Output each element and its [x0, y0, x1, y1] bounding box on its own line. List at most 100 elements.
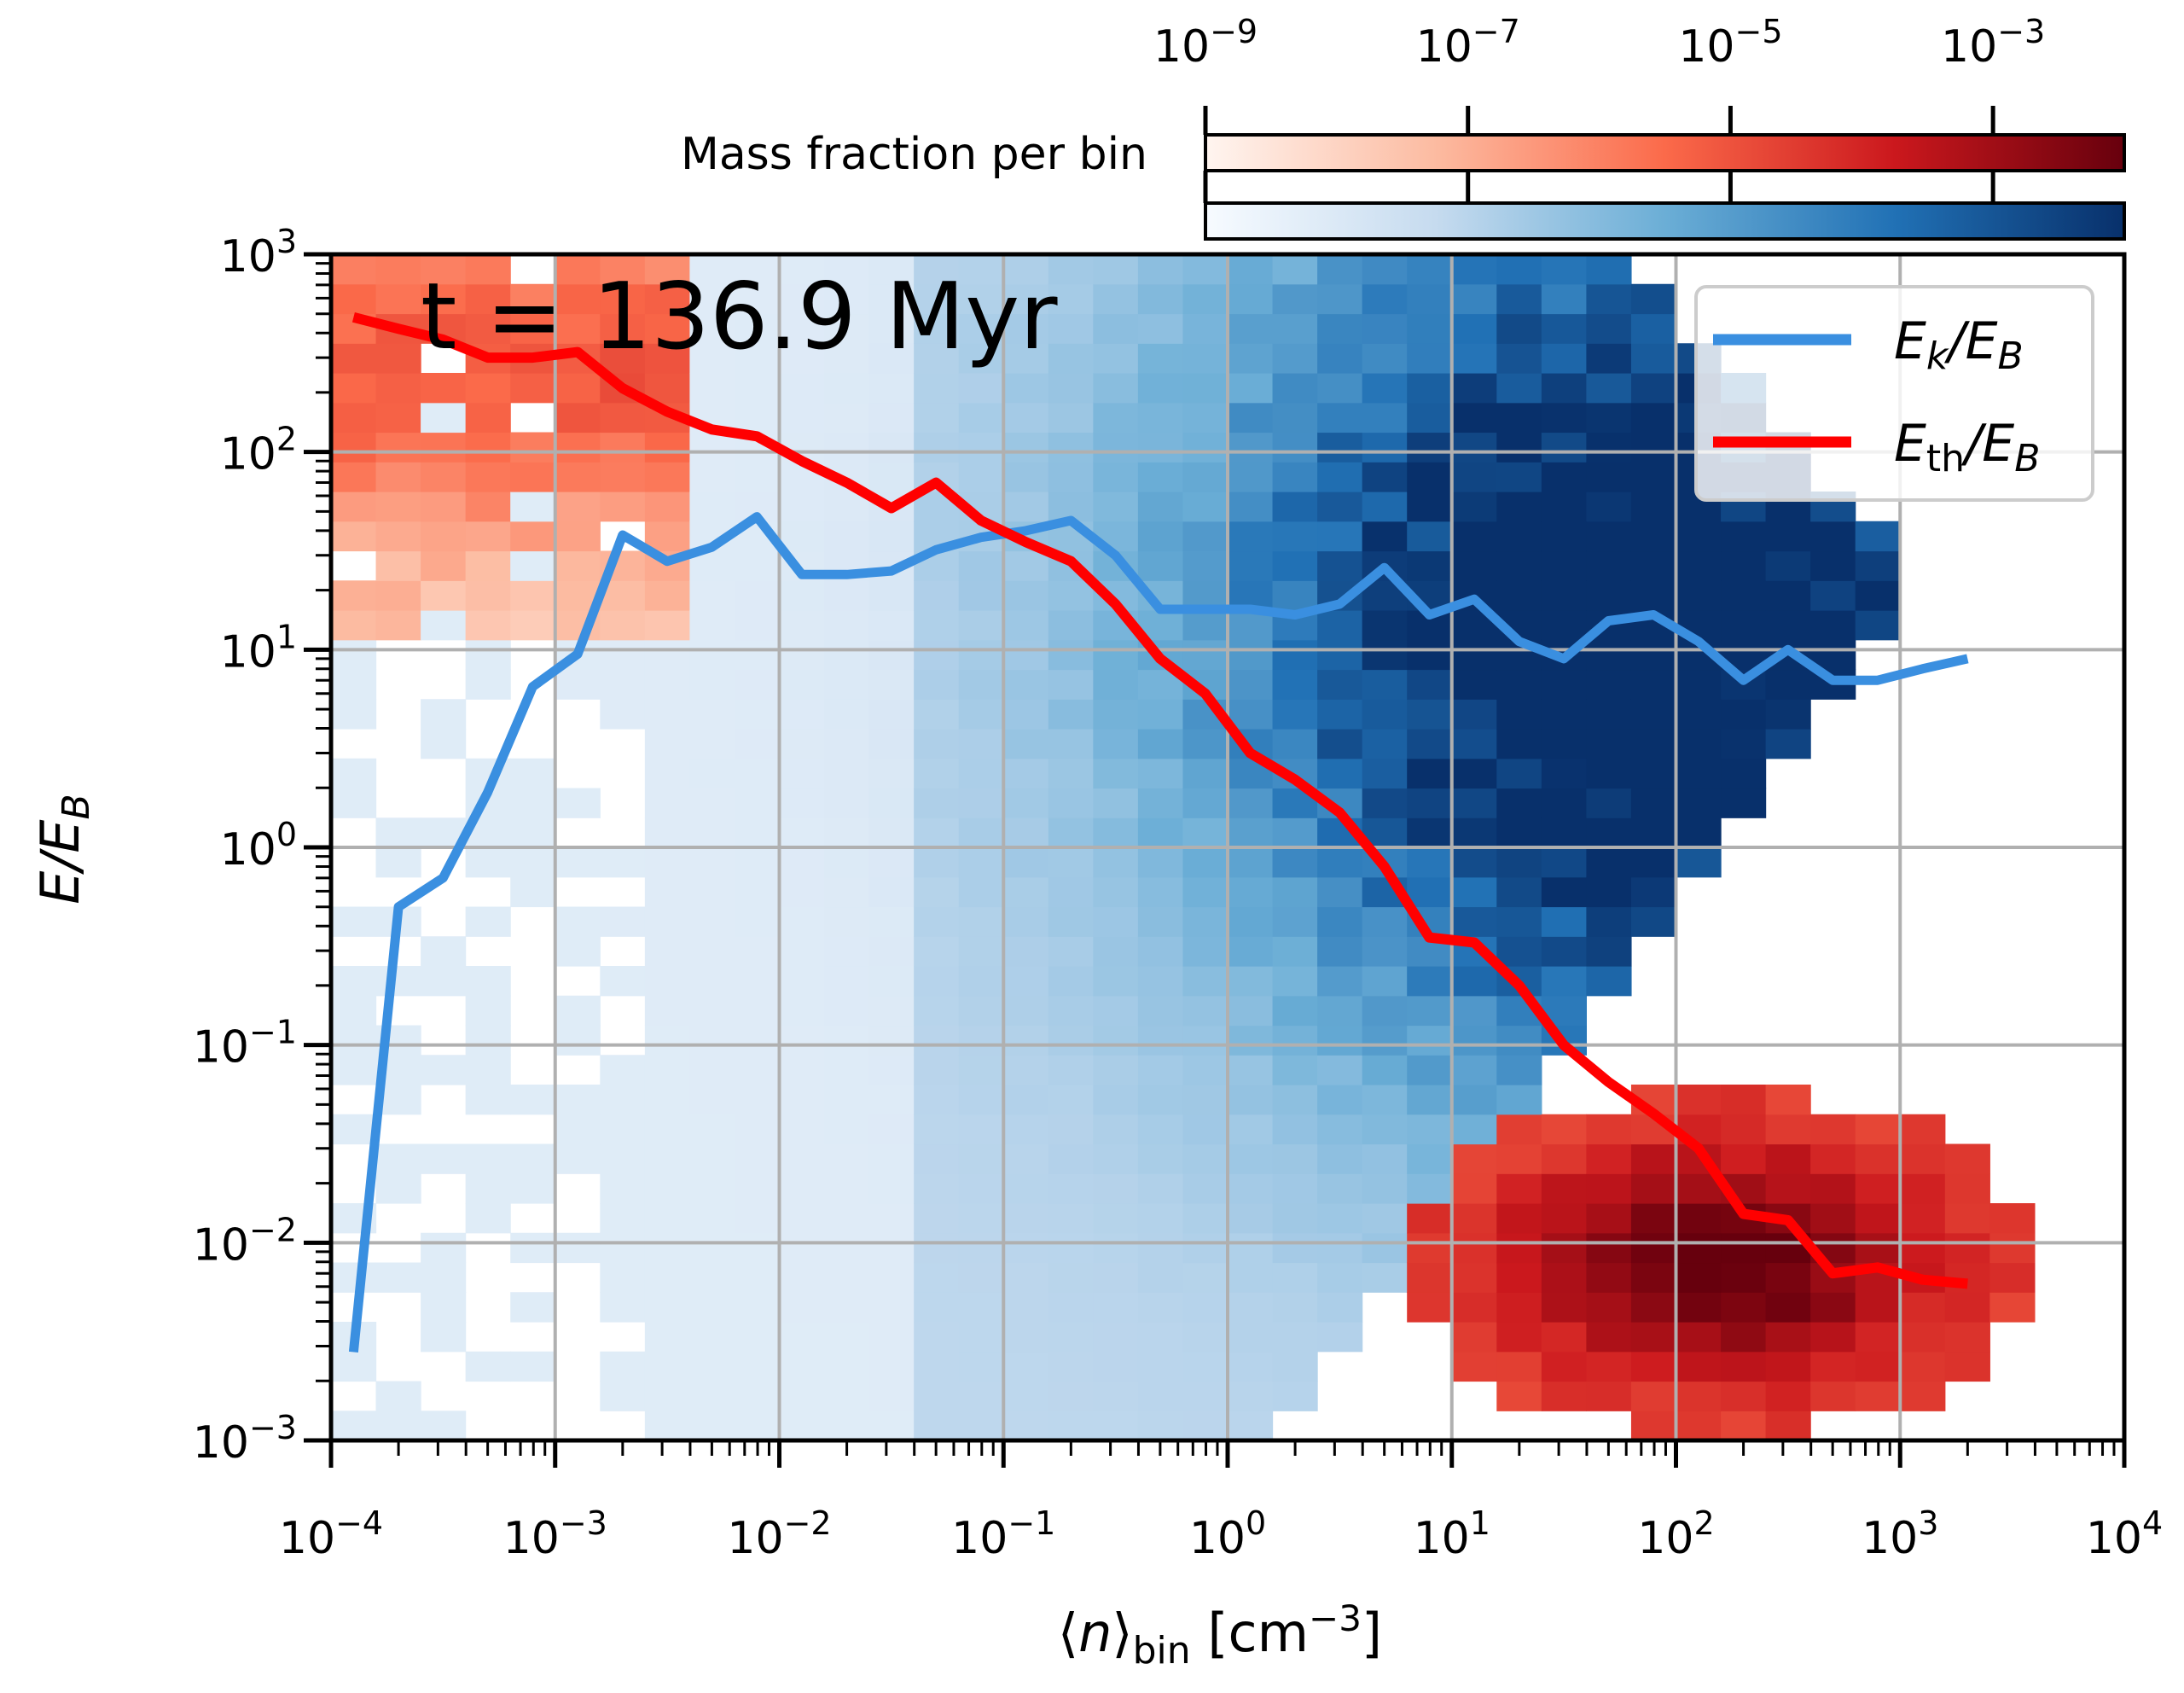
- heatmap-cell: [824, 1411, 870, 1440]
- heatmap-cell: [734, 1351, 781, 1382]
- heatmap-cell: [914, 1143, 960, 1174]
- heatmap-cell: [1451, 550, 1497, 581]
- heatmap-cell: [868, 402, 915, 433]
- heatmap-cell: [1541, 817, 1587, 848]
- heatmap-cell: [1407, 343, 1453, 374]
- heatmap-cell: [1989, 1262, 2036, 1293]
- heatmap-cell: [1272, 906, 1318, 937]
- heatmap-cell: [824, 729, 870, 759]
- heatmap-cell: [1496, 699, 1542, 730]
- heatmap-cell: [1630, 1262, 1677, 1293]
- heatmap-cell: [600, 1351, 646, 1382]
- heatmap-cell: [1362, 373, 1408, 404]
- heatmap-cell: [914, 1173, 960, 1204]
- heatmap-cell: [1541, 1232, 1587, 1264]
- heatmap-cell: [1407, 966, 1453, 997]
- heatmap-cell: [1093, 876, 1139, 908]
- heatmap-cell: [1272, 639, 1318, 671]
- heatmap-cell: [734, 788, 781, 818]
- heatmap-cell: [1003, 432, 1049, 463]
- heatmap-cell: [1989, 1203, 2036, 1234]
- heatmap-cell: [1451, 1262, 1497, 1293]
- heatmap-cell: [644, 343, 690, 374]
- heatmap-cell: [375, 1143, 421, 1174]
- heatmap-cell: [1407, 521, 1453, 552]
- heatmap-cell: [1048, 817, 1094, 848]
- heatmap-cell: [1317, 1322, 1363, 1353]
- heatmap-cell: [1228, 639, 1274, 671]
- heatmap-cell: [689, 1381, 735, 1411]
- heatmap-cell: [465, 402, 511, 433]
- heatmap-cell: [779, 729, 825, 759]
- heatmap-cell: [824, 699, 870, 730]
- heatmap-cell: [1048, 758, 1094, 789]
- heatmap-cell: [1182, 936, 1228, 967]
- heatmap-cell: [1944, 1351, 1990, 1382]
- heatmap-cell: [1765, 1143, 1811, 1174]
- x-tick-label: 10−4: [279, 1504, 383, 1564]
- x-tick-label: 103: [1862, 1504, 1938, 1564]
- heatmap-cell: [1451, 462, 1497, 492]
- heatmap-cell: [1586, 343, 1632, 374]
- heatmap-cell: [1496, 1292, 1542, 1323]
- heatmap-cell: [644, 373, 690, 404]
- heatmap-cell: [1765, 610, 1811, 641]
- heatmap-cell: [1272, 432, 1318, 463]
- heatmap-cell: [1048, 462, 1094, 492]
- heatmap-cell: [1228, 1114, 1274, 1145]
- heatmap-cell: [1630, 580, 1677, 611]
- heatmap-cell: [734, 1292, 781, 1323]
- heatmap-cell: [824, 876, 870, 908]
- heatmap-cell: [1630, 521, 1677, 552]
- heatmap-cell: [824, 313, 870, 344]
- heatmap-cell: [1003, 610, 1049, 641]
- heatmap-cell: [421, 1232, 467, 1264]
- heatmap-cell: [331, 462, 377, 492]
- x-axis-title-unit: [cm: [1191, 1602, 1309, 1664]
- heatmap-cell: [1003, 699, 1049, 730]
- heatmap-cell: [1496, 1203, 1542, 1234]
- heatmap-cell: [1586, 1173, 1632, 1204]
- y-axis: 10−3 10−2 10−1 100 101 102 103: [193, 223, 331, 1469]
- heatmap-cell: [1451, 1025, 1497, 1056]
- heatmap-cell: [1048, 1025, 1094, 1056]
- heatmap-cell: [689, 492, 735, 522]
- heatmap-cell: [779, 1143, 825, 1174]
- heatmap-cell: [734, 373, 781, 404]
- heatmap-cell: [868, 462, 915, 492]
- heatmap-cell: [1182, 550, 1228, 581]
- heatmap-cell: [1272, 1381, 1318, 1411]
- heatmap-cell: [1451, 1085, 1497, 1115]
- heatmap-cell: [1317, 1292, 1363, 1323]
- heatmap-cell: [734, 758, 781, 789]
- heatmap-cell: [1810, 1351, 1856, 1382]
- heatmap-cell: [1093, 847, 1139, 878]
- heatmap-cell: [1003, 402, 1049, 433]
- heatmap-cell: [1048, 1322, 1094, 1353]
- heatmap-cell: [1317, 550, 1363, 581]
- heatmap-cell: [1048, 669, 1094, 700]
- heatmap-cell: [868, 254, 915, 285]
- heatmap-cell: [1182, 1322, 1228, 1353]
- heatmap-cell: [1272, 1292, 1318, 1323]
- heatmap-cell: [1093, 936, 1139, 967]
- heatmap-cell: [1676, 729, 1722, 759]
- heatmap-cell: [1272, 847, 1318, 878]
- heatmap-cell: [1362, 1232, 1408, 1264]
- heatmap-cell: [1362, 966, 1408, 997]
- heatmap-cell: [644, 1292, 690, 1323]
- heatmap-cell: [465, 1143, 511, 1174]
- heatmap-cell: [1541, 343, 1587, 374]
- heatmap-cell: [734, 550, 781, 581]
- heatmap-cell: [1496, 906, 1542, 937]
- heatmap-cell: [824, 936, 870, 967]
- heatmap-cell: [1093, 402, 1139, 433]
- heatmap-cell: [1586, 699, 1632, 730]
- heatmap-cell: [1272, 669, 1318, 700]
- heatmap-cell: [1228, 1292, 1274, 1323]
- heatmap-cell: [1765, 1292, 1811, 1323]
- heatmap-cell: [1586, 817, 1632, 848]
- heatmap-cell: [1496, 1055, 1542, 1085]
- heatmap-cell: [1048, 847, 1094, 878]
- heatmap-cell: [1003, 1025, 1049, 1056]
